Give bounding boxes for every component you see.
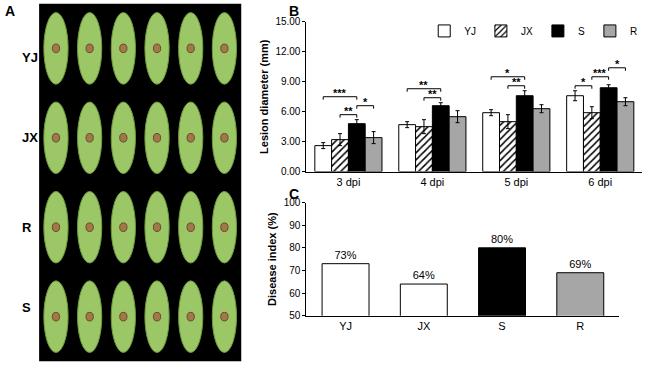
svg-text:5 dpi: 5 dpi — [504, 176, 528, 188]
svg-text:**: ** — [344, 105, 353, 117]
svg-text:A: A — [5, 3, 15, 19]
svg-text:***: *** — [333, 87, 347, 99]
svg-text:R: R — [576, 320, 584, 332]
svg-text:JX: JX — [22, 130, 38, 145]
svg-text:15.00: 15.00 — [275, 16, 300, 27]
svg-text:80%: 80% — [491, 233, 513, 245]
svg-text:0.00: 0.00 — [281, 166, 301, 177]
svg-text:JX: JX — [417, 320, 431, 332]
svg-text:80: 80 — [289, 242, 301, 253]
svg-text:100: 100 — [284, 197, 301, 208]
svg-text:*: * — [505, 67, 510, 79]
svg-text:3.00: 3.00 — [281, 136, 301, 147]
svg-text:R: R — [22, 220, 32, 235]
svg-text:9.00: 9.00 — [281, 76, 301, 87]
svg-text:3 dpi: 3 dpi — [336, 176, 360, 188]
svg-text:Lesion diameter (mm): Lesion diameter (mm) — [258, 39, 270, 154]
svg-text:69%: 69% — [569, 258, 591, 270]
svg-text:YJ: YJ — [464, 26, 476, 37]
svg-text:70: 70 — [289, 265, 301, 276]
svg-text:YJ: YJ — [22, 50, 38, 65]
svg-text:*: * — [363, 96, 368, 108]
svg-text:S: S — [578, 26, 585, 37]
svg-text:JX: JX — [521, 26, 533, 37]
svg-text:S: S — [498, 320, 505, 332]
svg-text:YJ: YJ — [339, 320, 352, 332]
svg-text:**: ** — [512, 76, 521, 88]
svg-text:4 dpi: 4 dpi — [420, 176, 444, 188]
svg-text:**: ** — [419, 79, 428, 91]
svg-text:6 dpi: 6 dpi — [588, 176, 612, 188]
svg-text:*: * — [581, 76, 586, 88]
svg-text:6.00: 6.00 — [281, 106, 301, 117]
svg-text:***: *** — [593, 67, 607, 79]
svg-text:50: 50 — [289, 310, 301, 321]
svg-text:Disease index (%): Disease index (%) — [266, 212, 278, 306]
svg-text:12.00: 12.00 — [275, 46, 300, 57]
svg-text:*: * — [615, 58, 620, 70]
svg-text:60: 60 — [289, 288, 301, 299]
svg-text:S: S — [22, 300, 31, 315]
svg-text:B: B — [289, 3, 299, 19]
svg-text:90: 90 — [289, 220, 301, 231]
svg-text:73%: 73% — [334, 249, 356, 261]
svg-text:64%: 64% — [413, 269, 435, 281]
svg-text:**: ** — [428, 88, 437, 100]
svg-text:R: R — [630, 26, 637, 37]
svg-text:C: C — [289, 186, 299, 202]
